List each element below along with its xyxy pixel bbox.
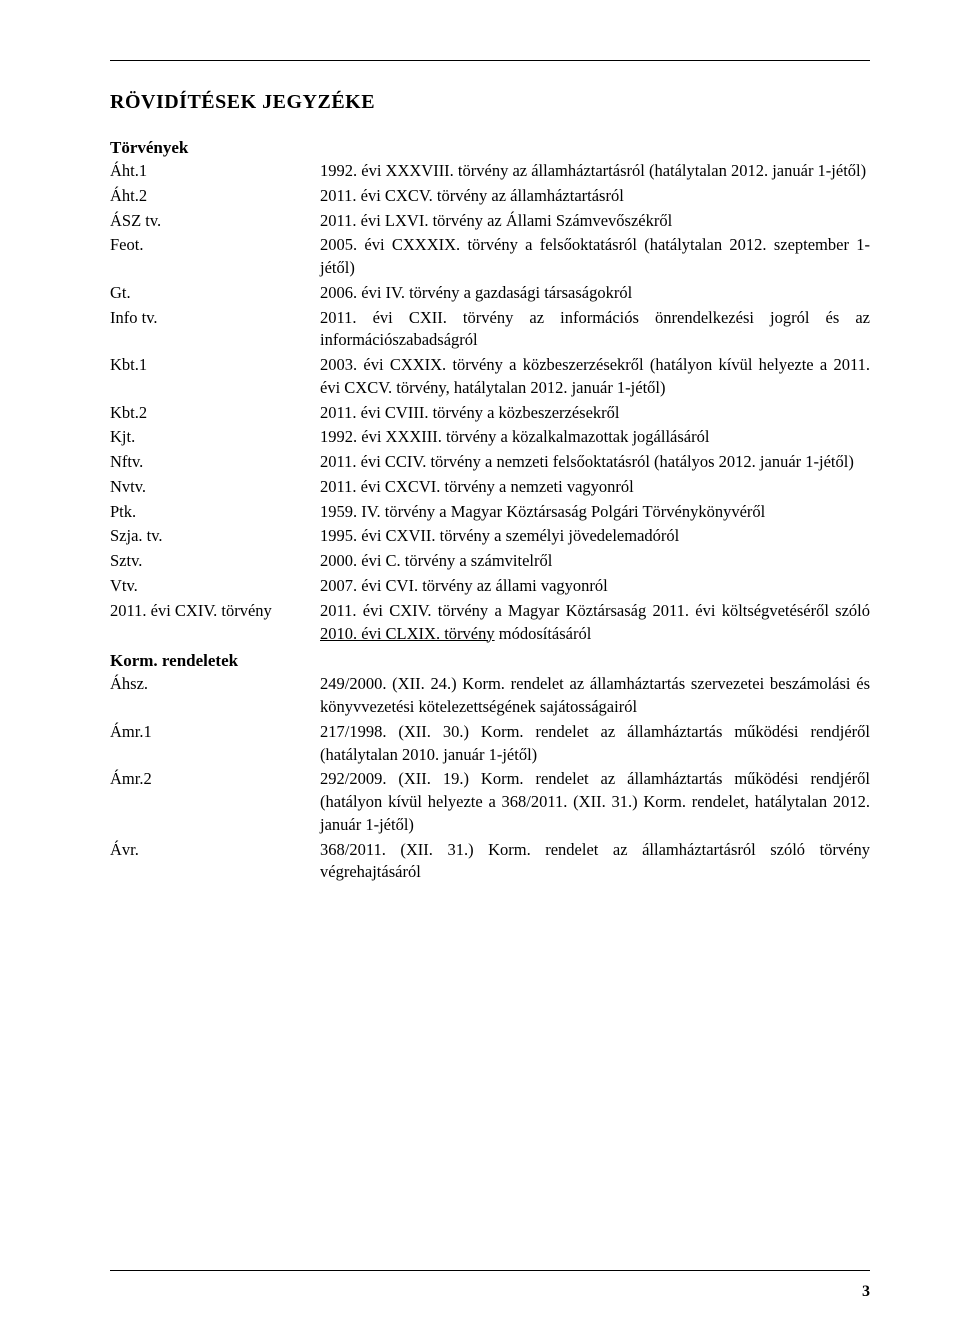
description: 2007. évi CVI. törvény az állami vagyonr… [320, 575, 870, 598]
top-horizontal-rule [110, 60, 870, 61]
entry-row: Áht.11992. évi XXXVIII. törvény az állam… [110, 160, 870, 183]
entry-row: Ávr.368/2011. (XII. 31.) Korm. rendelet … [110, 839, 870, 885]
page: RÖVIDÍTÉSEK JEGYZÉKE TörvényekÁht.11992.… [0, 0, 960, 1341]
entries-list: Áht.11992. évi XXXVIII. törvény az állam… [110, 160, 870, 645]
abbreviation: Kbt.2 [110, 402, 320, 425]
abbreviation: Szja. tv. [110, 525, 320, 548]
entries-list: Áhsz.249/2000. (XII. 24.) Korm. rendelet… [110, 673, 870, 884]
description: 2011. évi CXII. törvény az információs ö… [320, 307, 870, 353]
abbreviation: Info tv. [110, 307, 320, 330]
entry-row: 2011. évi CXIV. törvény2011. évi CXIV. t… [110, 600, 870, 646]
entry-row: Áht.22011. évi CXCV. törvény az államház… [110, 185, 870, 208]
description: 2000. évi C. törvény a számvitelről [320, 550, 870, 573]
description: 1992. évi XXXVIII. törvény az államházta… [320, 160, 870, 183]
content-area: TörvényekÁht.11992. évi XXXVIII. törvény… [110, 138, 870, 884]
abbreviation: Ámr.2 [110, 768, 320, 791]
entry-row: Info tv.2011. évi CXII. törvény az infor… [110, 307, 870, 353]
abbreviation: Ávr. [110, 839, 320, 862]
description: 1995. évi CXVII. törvény a személyi jöve… [320, 525, 870, 548]
description: 2011. évi CXCVI. törvény a nemzeti vagyo… [320, 476, 870, 499]
bottom-horizontal-rule [110, 1270, 870, 1271]
description: 368/2011. (XII. 31.) Korm. rendelet az á… [320, 839, 870, 885]
abbreviation: Gt. [110, 282, 320, 305]
entry-row: Nftv.2011. évi CCIV. törvény a nemzeti f… [110, 451, 870, 474]
entry-row: Nvtv.2011. évi CXCVI. törvény a nemzeti … [110, 476, 870, 499]
abbreviation: Ámr.1 [110, 721, 320, 744]
abbreviation: Nftv. [110, 451, 320, 474]
description: 2006. évi IV. törvény a gazdasági társas… [320, 282, 870, 305]
abbreviation: ÁSZ tv. [110, 210, 320, 233]
entry-row: Áhsz.249/2000. (XII. 24.) Korm. rendelet… [110, 673, 870, 719]
entry-row: Ptk.1959. IV. törvény a Magyar Köztársas… [110, 501, 870, 524]
entry-row: Kbt.22011. évi CVIII. törvény a közbesze… [110, 402, 870, 425]
entry-row: Ámr.2292/2009. (XII. 19.) Korm. rendelet… [110, 768, 870, 836]
description: 2005. évi CXXXIX. törvény a felsőoktatás… [320, 234, 870, 280]
description: 2003. évi CXXIX. törvény a közbeszerzése… [320, 354, 870, 400]
abbreviation: Ptk. [110, 501, 320, 524]
page-title: RÖVIDÍTÉSEK JEGYZÉKE [110, 91, 870, 114]
abbreviation: Áhsz. [110, 673, 320, 696]
page-number: 3 [862, 1283, 870, 1301]
description: 249/2000. (XII. 24.) Korm. rendelet az á… [320, 673, 870, 719]
abbreviation: Kjt. [110, 426, 320, 449]
description: 1959. IV. törvény a Magyar Köztársaság P… [320, 501, 870, 524]
abbreviation: Vtv. [110, 575, 320, 598]
entry-row: Kjt.1992. évi XXXIII. törvény a közalkal… [110, 426, 870, 449]
description: 217/1998. (XII. 30.) Korm. rendelet az á… [320, 721, 870, 767]
entry-row: Kbt.12003. évi CXXIX. törvény a közbesze… [110, 354, 870, 400]
description: 2011. évi CCIV. törvény a nemzeti felsőo… [320, 451, 870, 474]
entry-row: ÁSZ tv.2011. évi LXVI. törvény az Állami… [110, 210, 870, 233]
abbreviation: Sztv. [110, 550, 320, 573]
section-title: Korm. rendeletek [110, 651, 870, 671]
abbreviation: Áht.1 [110, 160, 320, 183]
entry-row: Szja. tv.1995. évi CXVII. törvény a szem… [110, 525, 870, 548]
abbreviation: Áht.2 [110, 185, 320, 208]
description: 2011. évi LXVI. törvény az Állami Számve… [320, 210, 870, 233]
section-title: Törvények [110, 138, 870, 158]
abbreviation: Feot. [110, 234, 320, 257]
description: 2011. évi CVIII. törvény a közbeszerzése… [320, 402, 870, 425]
entry-row: Ámr.1217/1998. (XII. 30.) Korm. rendelet… [110, 721, 870, 767]
abbreviation: 2011. évi CXIV. törvény [110, 600, 320, 623]
description: 2011. évi CXIV. törvény a Magyar Köztárs… [320, 600, 870, 646]
abbreviation: Kbt.1 [110, 354, 320, 377]
entry-row: Vtv.2007. évi CVI. törvény az állami vag… [110, 575, 870, 598]
abbreviation: Nvtv. [110, 476, 320, 499]
entry-row: Sztv.2000. évi C. törvény a számvitelről [110, 550, 870, 573]
entry-row: Gt.2006. évi IV. törvény a gazdasági tár… [110, 282, 870, 305]
description: 1992. évi XXXIII. törvény a közalkalmazo… [320, 426, 870, 449]
description: 292/2009. (XII. 19.) Korm. rendelet az á… [320, 768, 870, 836]
entry-row: Feot.2005. évi CXXXIX. törvény a felsőok… [110, 234, 870, 280]
description: 2011. évi CXCV. törvény az államháztartá… [320, 185, 870, 208]
